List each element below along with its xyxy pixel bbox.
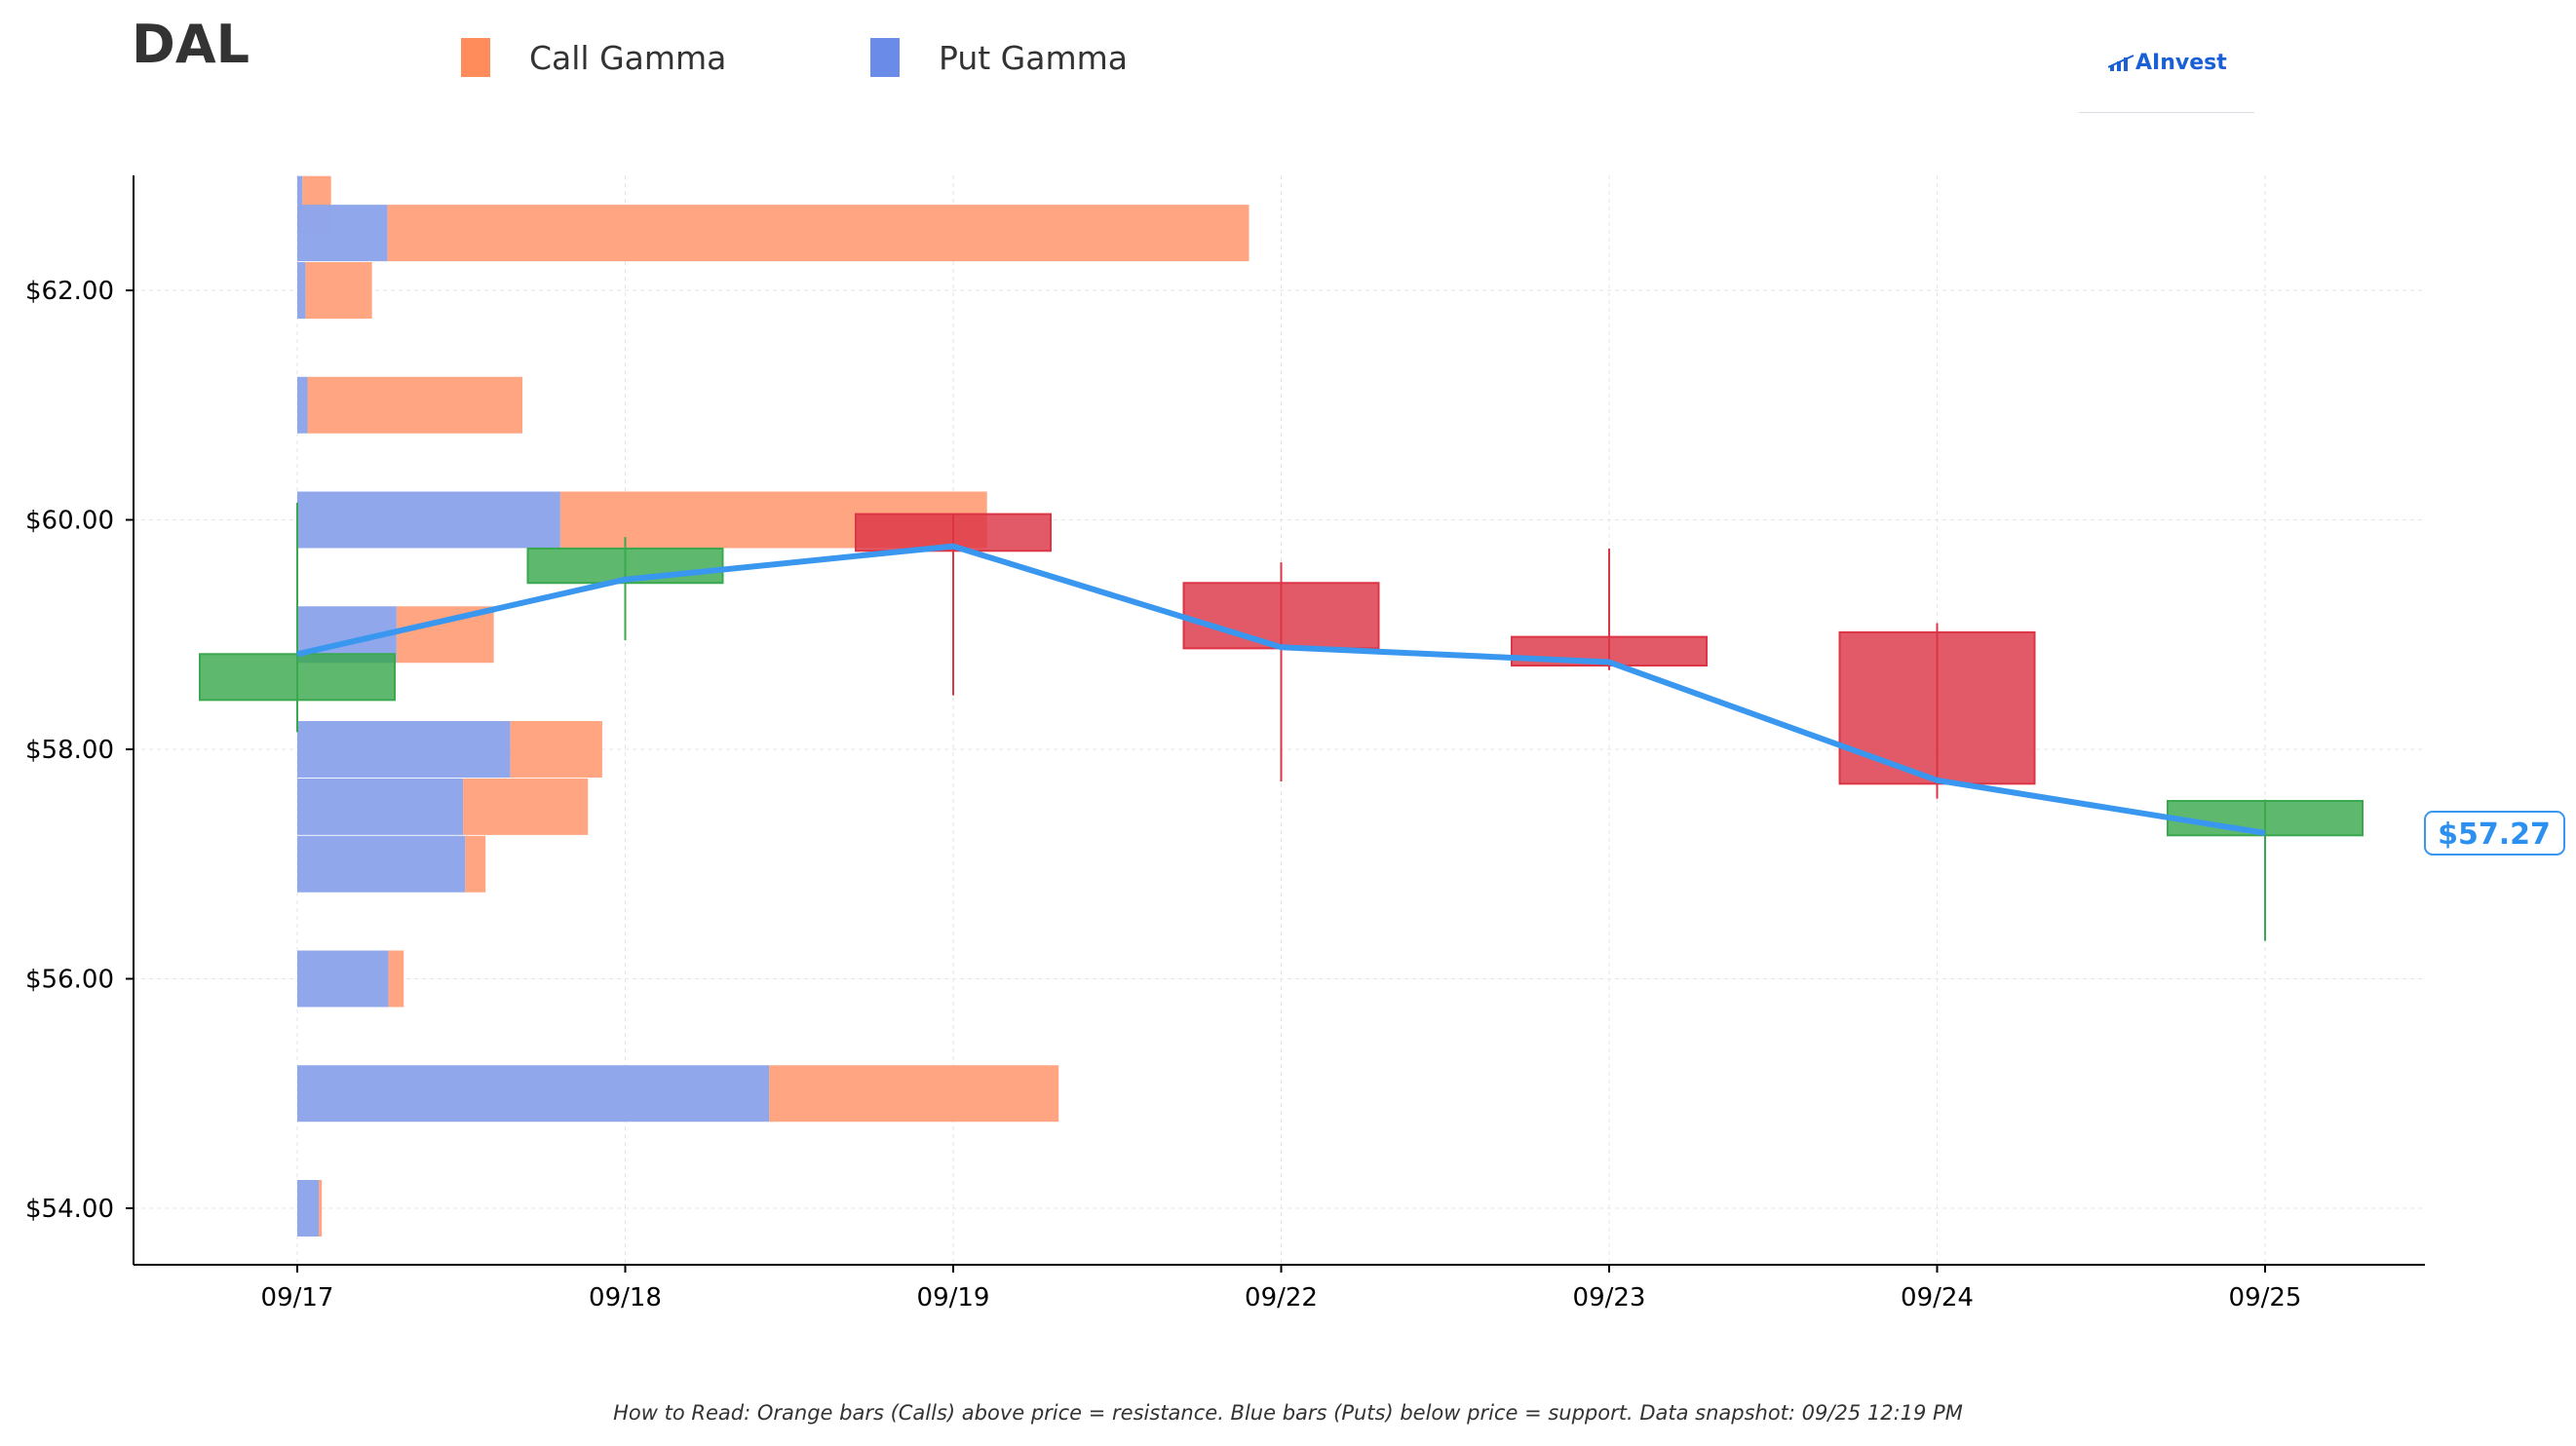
call-gamma-bar — [510, 721, 602, 778]
legend-call-gamma: Call Gamma — [461, 37, 726, 78]
brand-chart-icon — [2108, 54, 2134, 71]
y-tick-label: $56.00 — [25, 966, 114, 995]
x-tick-label: 09/18 — [589, 1283, 662, 1313]
call-gamma-bar — [319, 1180, 323, 1237]
call-gamma-bar — [769, 1065, 1059, 1123]
put-gamma-bar — [297, 205, 388, 262]
candle-body — [199, 653, 396, 702]
call-gamma-swatch — [461, 38, 490, 77]
call-gamma-bar — [388, 950, 404, 1008]
candle-body — [1838, 630, 2036, 785]
x-tick-label: 09/25 — [2229, 1283, 2302, 1313]
put-gamma-bar — [297, 262, 306, 319]
put-gamma-bar — [297, 491, 560, 549]
x-tick-label: 09/19 — [917, 1283, 990, 1313]
put-gamma-swatch — [870, 38, 900, 77]
gamma-bars — [297, 175, 1250, 1237]
y-tick-label: $58.00 — [25, 736, 114, 765]
x-tick-label: 09/23 — [1573, 1283, 1646, 1313]
legend-label-put: Put Gamma — [939, 38, 1128, 77]
put-gamma-bar — [297, 721, 511, 778]
current-price-label: $57.27 — [2424, 810, 2565, 856]
call-gamma-bar — [387, 205, 1250, 262]
put-gamma-bar — [297, 835, 466, 893]
call-gamma-bar — [465, 835, 486, 893]
brand-name: AInvest — [2135, 51, 2227, 75]
x-tick-label: 09/24 — [1901, 1283, 1974, 1313]
current-price-box — [2424, 810, 2565, 856]
price-line — [296, 543, 2266, 836]
y-tick-label: $54.00 — [25, 1195, 114, 1224]
price-trend-line — [296, 543, 2266, 836]
x-tick-label: 09/17 — [261, 1283, 334, 1313]
brand-logo: AInvest — [2108, 51, 2227, 75]
current-price-text: $57.27 — [2438, 818, 2551, 852]
put-gamma-bar — [297, 175, 303, 233]
put-gamma-bar — [297, 1180, 320, 1237]
put-gamma-bar — [297, 376, 308, 434]
call-gamma-bar — [307, 376, 522, 434]
x-tick-label: 09/22 — [1245, 1283, 1318, 1313]
y-tick-label: $62.00 — [25, 277, 114, 306]
axes: $54.00 $56.00 $58.00 $60.00 $62.00 09/17 09/18… — [25, 175, 2425, 1313]
y-tick-label: $60.00 — [25, 507, 114, 536]
how-to-read-note: How to Read: Orange bars (Calls) above p… — [613, 1401, 1963, 1425]
legend-put-gamma: Put Gamma — [870, 37, 1128, 78]
legend-label-call: Call Gamma — [529, 38, 727, 77]
brand-divider — [2079, 112, 2254, 113]
put-gamma-bar — [297, 950, 389, 1008]
call-gamma-bar — [305, 262, 372, 319]
put-gamma-bar — [297, 1065, 770, 1123]
call-gamma-bar — [463, 778, 589, 835]
candle-body — [1182, 582, 1380, 650]
ticker-title: DAL — [132, 14, 250, 75]
candle-body — [2167, 799, 2364, 837]
put-gamma-bar — [297, 778, 464, 835]
